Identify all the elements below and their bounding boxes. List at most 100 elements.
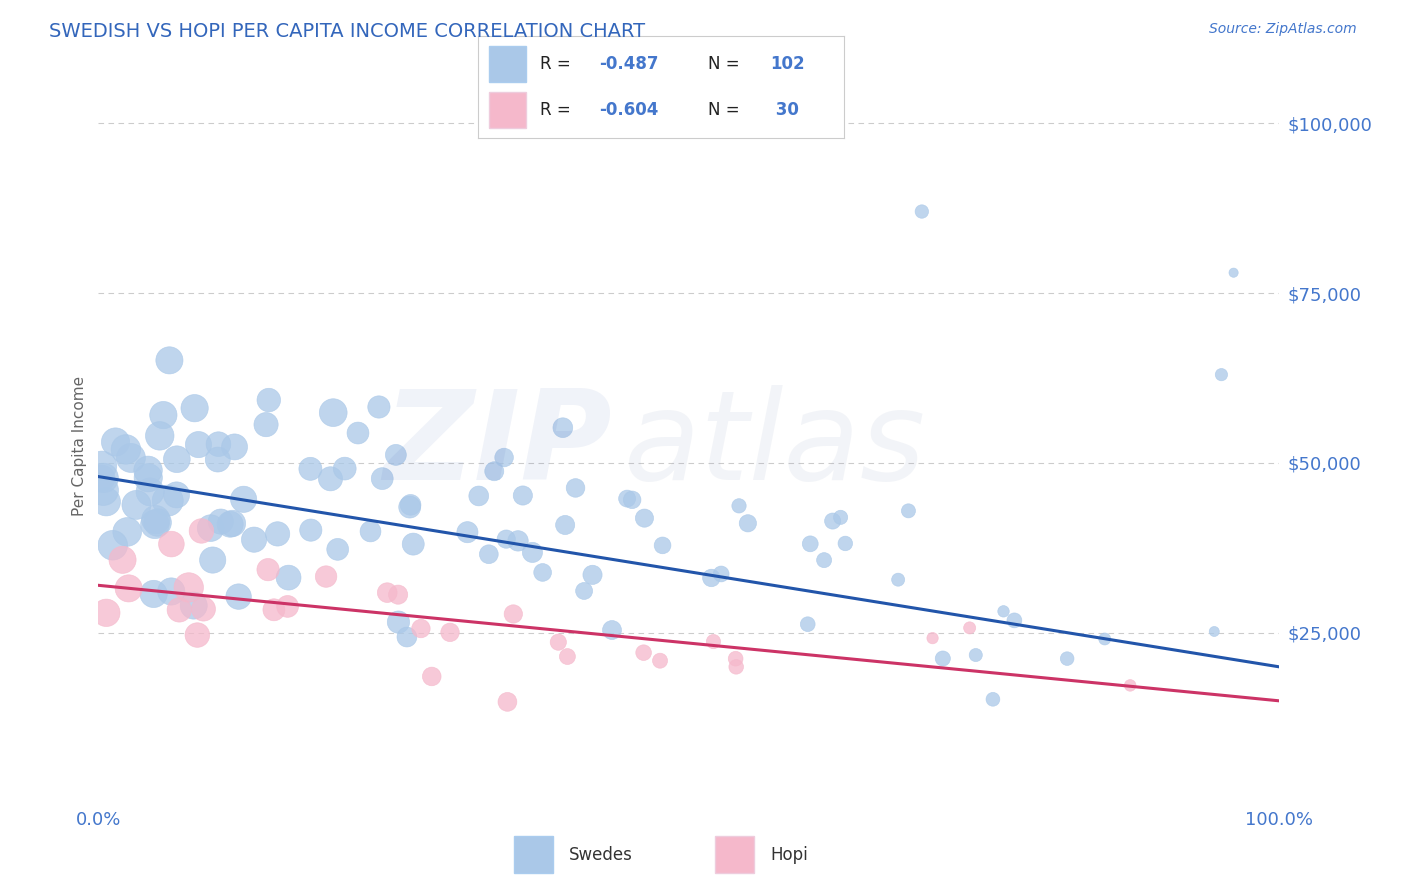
- Point: [166, 488, 188, 502]
- Bar: [515, 836, 554, 873]
- Point: [360, 524, 382, 539]
- Point: [156, 493, 179, 508]
- Text: Swedes: Swedes: [569, 846, 633, 863]
- Text: -0.604: -0.604: [599, 101, 658, 119]
- Point: [1119, 678, 1142, 692]
- Point: [277, 571, 299, 585]
- Point: [572, 584, 595, 599]
- Point: [830, 510, 852, 524]
- Point: [554, 518, 576, 533]
- Point: [367, 400, 389, 414]
- Point: [402, 537, 425, 551]
- Point: [166, 452, 188, 467]
- Point: [142, 587, 165, 601]
- Point: [243, 533, 266, 547]
- Point: [921, 631, 943, 645]
- Point: [834, 536, 856, 550]
- Point: [1094, 632, 1116, 646]
- Point: [494, 450, 516, 465]
- Point: [190, 524, 212, 538]
- Point: [91, 471, 114, 485]
- Point: [157, 353, 180, 368]
- Point: [209, 515, 232, 529]
- Text: -0.487: -0.487: [599, 55, 658, 73]
- Point: [160, 537, 183, 551]
- Point: [796, 617, 818, 632]
- Point: [347, 425, 370, 440]
- Point: [522, 545, 544, 559]
- Text: R =: R =: [540, 55, 576, 73]
- Point: [965, 648, 987, 662]
- Text: 102: 102: [770, 55, 806, 73]
- Text: N =: N =: [709, 55, 745, 73]
- Point: [277, 599, 299, 614]
- Point: [125, 498, 148, 512]
- Point: [725, 660, 748, 674]
- Point: [616, 491, 638, 506]
- Point: [897, 504, 920, 518]
- Point: [118, 582, 141, 596]
- Point: [183, 401, 205, 416]
- Point: [467, 489, 489, 503]
- Point: [207, 437, 229, 451]
- Point: [710, 566, 733, 581]
- Point: [333, 461, 356, 475]
- Point: [101, 538, 124, 552]
- Point: [371, 472, 394, 486]
- Point: [478, 547, 501, 561]
- Point: [387, 615, 409, 629]
- Point: [633, 511, 655, 525]
- Point: [700, 571, 723, 585]
- Point: [799, 537, 821, 551]
- Point: [375, 585, 398, 599]
- Point: [160, 584, 183, 599]
- Text: ZIP: ZIP: [384, 385, 612, 507]
- Point: [221, 516, 243, 531]
- Point: [728, 499, 751, 513]
- Point: [564, 481, 586, 495]
- Point: [120, 450, 142, 465]
- Point: [104, 435, 127, 450]
- Point: [228, 590, 250, 604]
- Text: R =: R =: [540, 101, 576, 119]
- Point: [319, 472, 342, 486]
- Point: [299, 523, 322, 537]
- Point: [409, 622, 432, 636]
- Point: [177, 581, 200, 595]
- Point: [1211, 368, 1233, 382]
- Point: [981, 692, 1004, 706]
- Point: [724, 651, 747, 665]
- Point: [115, 524, 138, 539]
- Point: [200, 521, 222, 535]
- Text: N =: N =: [709, 101, 745, 119]
- Point: [456, 525, 478, 540]
- Y-axis label: Per Capita Income: Per Capita Income: [72, 376, 87, 516]
- Point: [207, 452, 229, 467]
- Point: [387, 588, 409, 602]
- Point: [581, 567, 603, 582]
- Text: 30: 30: [770, 101, 800, 119]
- Point: [495, 532, 517, 546]
- Point: [299, 462, 322, 476]
- Point: [385, 448, 408, 462]
- Point: [91, 458, 114, 473]
- Point: [149, 429, 172, 443]
- Point: [702, 634, 724, 648]
- Point: [1204, 624, 1226, 639]
- Bar: [714, 836, 754, 873]
- Point: [93, 483, 115, 498]
- Point: [219, 517, 242, 532]
- Point: [266, 527, 288, 541]
- Point: [169, 603, 191, 617]
- Point: [813, 553, 835, 567]
- Text: Hopi: Hopi: [770, 846, 807, 863]
- Point: [186, 628, 208, 642]
- Point: [887, 573, 910, 587]
- Point: [187, 437, 209, 451]
- Point: [651, 538, 673, 552]
- Point: [551, 420, 574, 434]
- Point: [111, 553, 134, 567]
- Point: [439, 625, 461, 640]
- Point: [232, 492, 254, 507]
- Point: [633, 646, 655, 660]
